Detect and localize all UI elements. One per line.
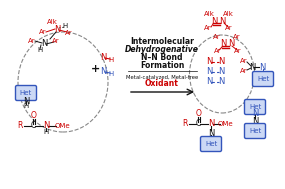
Text: Ar: Ar <box>214 48 222 54</box>
Text: C: C <box>30 122 36 130</box>
Text: N: N <box>218 67 224 75</box>
Text: N: N <box>206 57 212 66</box>
Text: Formation: Formation <box>140 60 184 70</box>
Text: N: N <box>252 116 258 125</box>
Text: N: N <box>43 122 49 130</box>
Text: Ar: Ar <box>213 34 221 40</box>
Text: Ar: Ar <box>233 34 241 40</box>
Text: N: N <box>206 67 212 75</box>
Text: N: N <box>23 97 29 105</box>
Text: Het: Het <box>20 90 32 96</box>
Text: Alk: Alk <box>223 11 233 17</box>
Text: N: N <box>249 63 255 71</box>
Text: Ar: Ar <box>240 68 248 74</box>
Text: Intermolecular: Intermolecular <box>130 36 194 46</box>
Text: OMe: OMe <box>54 123 70 129</box>
Text: Metal-catalyzed, Metal-free: Metal-catalyzed, Metal-free <box>126 74 198 80</box>
Text: Oxidant: Oxidant <box>145 80 179 88</box>
Text: N: N <box>252 109 258 119</box>
Text: H: H <box>23 103 28 109</box>
Text: N–N Bond: N–N Bond <box>141 53 183 61</box>
FancyBboxPatch shape <box>245 99 266 115</box>
Text: N: N <box>218 77 224 85</box>
Text: O: O <box>31 112 37 121</box>
Text: N: N <box>41 40 47 49</box>
Text: Alk: Alk <box>46 19 58 25</box>
Text: +: + <box>90 64 100 74</box>
FancyBboxPatch shape <box>253 71 274 87</box>
Text: H: H <box>108 57 114 63</box>
Text: N: N <box>54 25 60 33</box>
Text: Ar: Ar <box>225 25 233 31</box>
Text: N: N <box>218 57 224 66</box>
Text: N: N <box>211 16 217 26</box>
Text: N: N <box>208 129 214 138</box>
Text: Ar: Ar <box>240 58 248 64</box>
Text: Ar: Ar <box>204 25 212 31</box>
Text: N: N <box>228 40 234 49</box>
Text: R: R <box>17 122 23 130</box>
Text: N: N <box>219 16 225 26</box>
FancyBboxPatch shape <box>15 85 36 101</box>
Text: Het: Het <box>249 128 261 134</box>
Text: H: H <box>43 129 49 135</box>
Text: H: H <box>108 71 114 77</box>
Text: C: C <box>196 119 201 129</box>
Text: H: H <box>62 23 68 29</box>
Text: Het: Het <box>249 104 261 110</box>
Text: Alk: Alk <box>203 11 214 17</box>
Text: O: O <box>196 109 202 119</box>
Text: R: R <box>182 119 188 129</box>
Text: N: N <box>206 77 212 85</box>
Text: Het: Het <box>257 76 269 82</box>
Text: N: N <box>100 67 106 75</box>
Text: OMe: OMe <box>217 121 233 127</box>
Text: N: N <box>220 40 226 49</box>
Text: Ar: Ar <box>65 30 73 36</box>
Text: H: H <box>37 47 43 53</box>
FancyBboxPatch shape <box>245 123 266 139</box>
Text: N: N <box>100 53 106 61</box>
FancyBboxPatch shape <box>201 136 221 152</box>
Text: N: N <box>259 63 265 71</box>
Text: Ar: Ar <box>28 38 36 44</box>
Text: Dehydrogenative: Dehydrogenative <box>125 44 199 53</box>
Text: Ar: Ar <box>39 29 47 35</box>
Text: Ar: Ar <box>234 48 242 54</box>
Text: Ar: Ar <box>52 38 60 44</box>
Text: Het: Het <box>205 141 217 147</box>
Text: N: N <box>208 119 214 129</box>
